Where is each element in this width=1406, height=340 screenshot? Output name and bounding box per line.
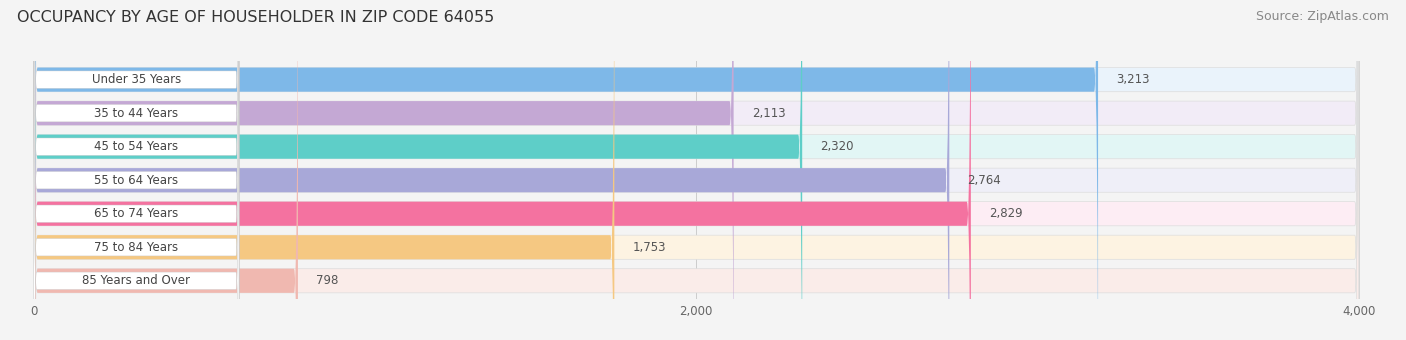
FancyBboxPatch shape <box>34 0 1358 340</box>
Text: 45 to 54 Years: 45 to 54 Years <box>94 140 179 153</box>
FancyBboxPatch shape <box>34 0 239 340</box>
Text: 65 to 74 Years: 65 to 74 Years <box>94 207 179 220</box>
Text: 85 Years and Over: 85 Years and Over <box>82 274 190 287</box>
FancyBboxPatch shape <box>34 0 239 340</box>
FancyBboxPatch shape <box>34 0 298 340</box>
FancyBboxPatch shape <box>34 0 1098 340</box>
Text: 75 to 84 Years: 75 to 84 Years <box>94 241 179 254</box>
Text: 1,753: 1,753 <box>633 241 666 254</box>
FancyBboxPatch shape <box>34 0 734 340</box>
Text: 35 to 44 Years: 35 to 44 Years <box>94 107 179 120</box>
FancyBboxPatch shape <box>34 0 970 340</box>
FancyBboxPatch shape <box>34 0 1358 340</box>
Text: 2,320: 2,320 <box>821 140 853 153</box>
FancyBboxPatch shape <box>34 0 239 340</box>
FancyBboxPatch shape <box>34 0 1358 340</box>
Text: 2,113: 2,113 <box>752 107 786 120</box>
FancyBboxPatch shape <box>34 0 1358 340</box>
FancyBboxPatch shape <box>34 0 1358 340</box>
Text: 798: 798 <box>316 274 339 287</box>
Text: 3,213: 3,213 <box>1116 73 1150 86</box>
FancyBboxPatch shape <box>34 0 239 340</box>
FancyBboxPatch shape <box>34 0 803 340</box>
Text: Under 35 Years: Under 35 Years <box>91 73 181 86</box>
FancyBboxPatch shape <box>34 0 1358 340</box>
Text: OCCUPANCY BY AGE OF HOUSEHOLDER IN ZIP CODE 64055: OCCUPANCY BY AGE OF HOUSEHOLDER IN ZIP C… <box>17 10 494 25</box>
FancyBboxPatch shape <box>34 0 614 340</box>
Text: 55 to 64 Years: 55 to 64 Years <box>94 174 179 187</box>
FancyBboxPatch shape <box>34 0 239 340</box>
FancyBboxPatch shape <box>34 0 239 340</box>
FancyBboxPatch shape <box>34 0 239 340</box>
Text: 2,829: 2,829 <box>988 207 1022 220</box>
Text: 2,764: 2,764 <box>967 174 1001 187</box>
Text: Source: ZipAtlas.com: Source: ZipAtlas.com <box>1256 10 1389 23</box>
FancyBboxPatch shape <box>34 0 1358 340</box>
FancyBboxPatch shape <box>34 0 949 340</box>
